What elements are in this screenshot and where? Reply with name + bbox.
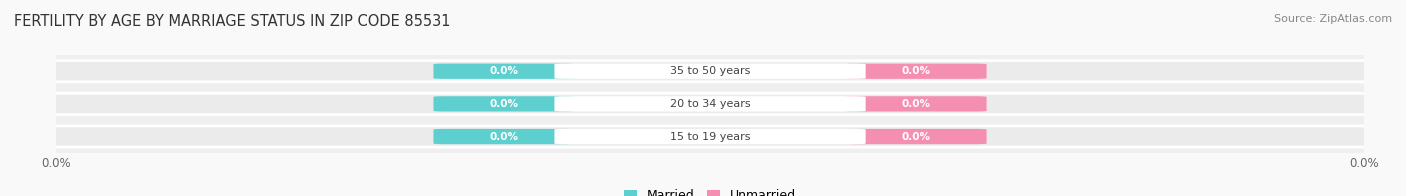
Text: 15 to 19 years: 15 to 19 years	[669, 132, 751, 142]
FancyBboxPatch shape	[845, 64, 987, 79]
FancyBboxPatch shape	[554, 64, 866, 79]
FancyBboxPatch shape	[554, 129, 866, 144]
Text: 0.0%: 0.0%	[489, 66, 519, 76]
FancyBboxPatch shape	[433, 64, 575, 79]
Legend: Married, Unmarried: Married, Unmarried	[619, 184, 801, 196]
FancyBboxPatch shape	[433, 129, 575, 144]
Text: FERTILITY BY AGE BY MARRIAGE STATUS IN ZIP CODE 85531: FERTILITY BY AGE BY MARRIAGE STATUS IN Z…	[14, 14, 450, 29]
Text: Source: ZipAtlas.com: Source: ZipAtlas.com	[1274, 14, 1392, 24]
FancyBboxPatch shape	[554, 96, 866, 112]
Text: 35 to 50 years: 35 to 50 years	[669, 66, 751, 76]
Text: 0.0%: 0.0%	[901, 132, 931, 142]
FancyBboxPatch shape	[39, 93, 1381, 114]
FancyBboxPatch shape	[39, 126, 1381, 147]
FancyBboxPatch shape	[845, 96, 987, 112]
FancyBboxPatch shape	[845, 129, 987, 144]
Text: 0.0%: 0.0%	[901, 99, 931, 109]
Text: 0.0%: 0.0%	[489, 99, 519, 109]
Text: 0.0%: 0.0%	[489, 132, 519, 142]
FancyBboxPatch shape	[433, 96, 575, 112]
Text: 20 to 34 years: 20 to 34 years	[669, 99, 751, 109]
FancyBboxPatch shape	[39, 61, 1381, 82]
Text: 0.0%: 0.0%	[901, 66, 931, 76]
